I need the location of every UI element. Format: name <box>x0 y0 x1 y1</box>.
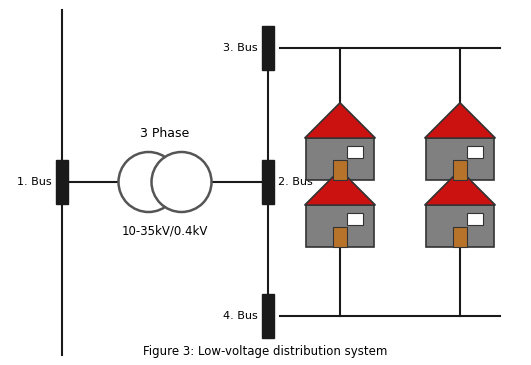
Text: 3 Phase: 3 Phase <box>140 127 190 140</box>
Text: 3. Bus: 3. Bus <box>224 43 258 53</box>
Circle shape <box>151 152 211 212</box>
Bar <box>262 26 274 70</box>
Bar <box>306 138 374 180</box>
Bar <box>452 160 467 180</box>
Bar <box>306 205 374 247</box>
Polygon shape <box>305 103 375 138</box>
Bar <box>262 160 274 204</box>
Bar <box>56 160 68 204</box>
Bar <box>426 138 494 180</box>
Bar <box>347 213 363 225</box>
Text: 4. Bus: 4. Bus <box>223 311 258 321</box>
Text: 1. Bus: 1. Bus <box>18 177 52 187</box>
Bar <box>332 227 347 247</box>
Bar <box>467 213 483 225</box>
Polygon shape <box>425 103 495 138</box>
Bar <box>467 146 483 158</box>
Circle shape <box>118 152 178 212</box>
Bar <box>332 160 347 180</box>
Text: 2. Bus: 2. Bus <box>278 177 313 187</box>
Polygon shape <box>305 170 375 205</box>
Text: Figure 3: Low-voltage distribution system: Figure 3: Low-voltage distribution syste… <box>143 345 387 358</box>
Polygon shape <box>425 170 495 205</box>
Bar <box>426 205 494 247</box>
Bar <box>262 294 274 338</box>
Text: 10-35kV/0.4kV: 10-35kV/0.4kV <box>122 224 208 237</box>
Bar <box>452 227 467 247</box>
Bar <box>347 146 363 158</box>
